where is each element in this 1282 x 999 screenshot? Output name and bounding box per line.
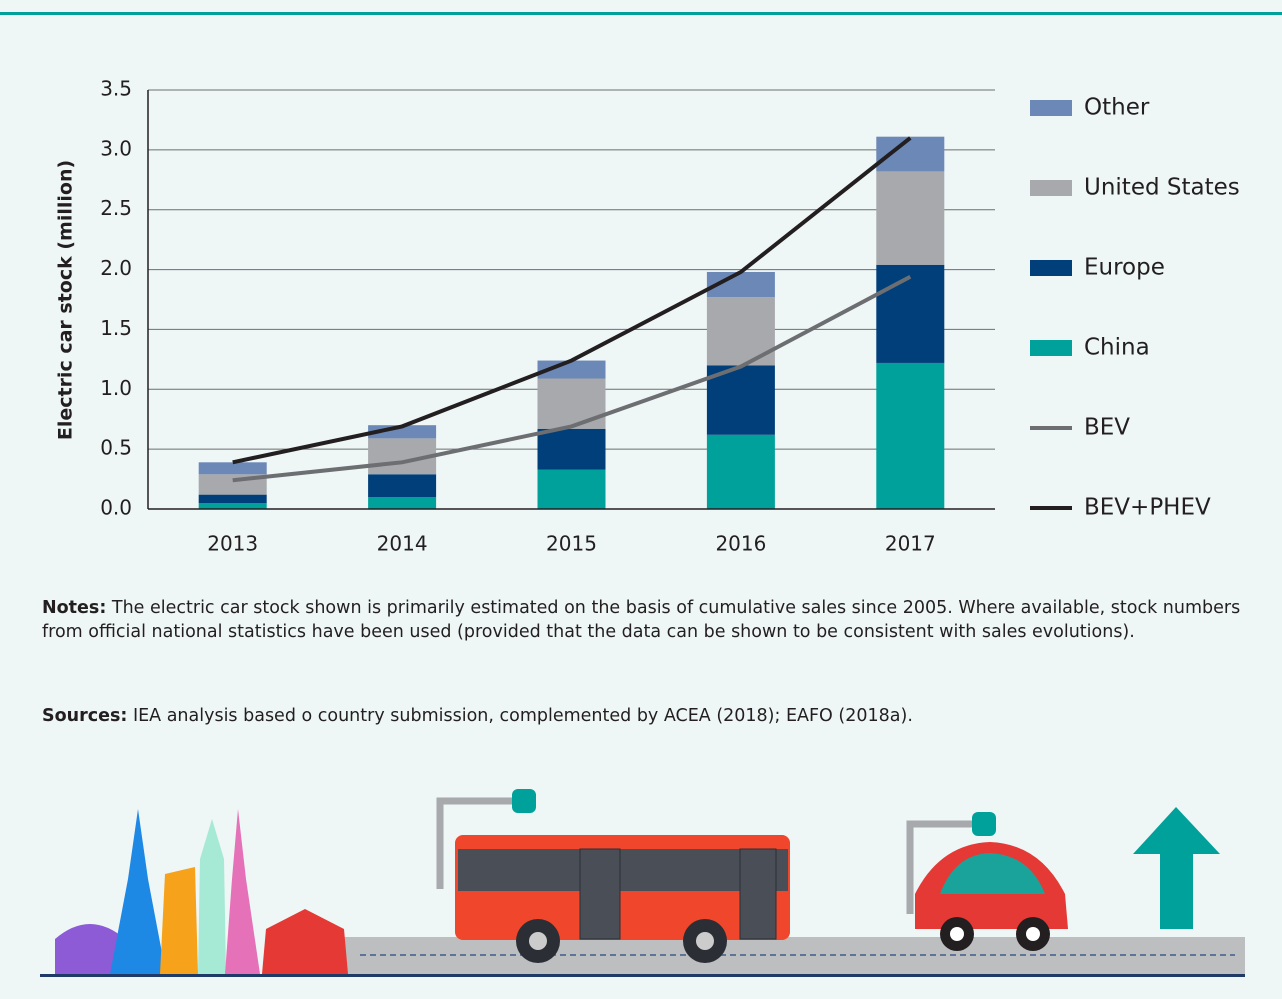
notes-label: Notes:	[42, 598, 107, 618]
illustration	[40, 789, 1245, 977]
y-tick-label: 1.5	[100, 316, 132, 340]
legend-swatch	[1030, 180, 1072, 196]
x-tick-label: 2013	[207, 532, 258, 556]
chart: Electric car stock (million) 0.0 0.5 1.0 1.…	[0, 12, 1282, 556]
bar-segment	[706, 365, 775, 435]
legend-label: United States	[1084, 175, 1240, 201]
y-tick-label: 3.5	[100, 77, 132, 101]
x-tick-label: 2014	[377, 532, 428, 556]
legend-label: Europe	[1084, 255, 1165, 281]
notes-text: The electric car stock shown is primaril…	[42, 598, 1241, 642]
y-tick-label: 0.0	[100, 496, 132, 520]
line	[232, 274, 912, 483]
line	[232, 136, 912, 465]
y-tick-label: 3.0	[100, 136, 132, 160]
top-rule	[0, 12, 1282, 15]
legend-label: Other	[1084, 95, 1150, 121]
y-tick-label: 2.5	[100, 196, 132, 220]
sources: Sources: IEA analysis based o country su…	[42, 704, 1267, 728]
legend-swatch	[1030, 340, 1072, 356]
bar-segment	[537, 469, 606, 509]
bar-segment	[537, 378, 606, 429]
legend-label: China	[1084, 335, 1150, 361]
y-tick-label: 1.0	[100, 376, 132, 400]
bar-segment	[706, 434, 775, 509]
legend-label: BEV	[1084, 415, 1130, 441]
legend-label: BEV+PHEV	[1084, 495, 1211, 521]
y-tick-label: 2.0	[100, 256, 132, 280]
bar-segment	[876, 136, 945, 172]
legend-swatch	[1030, 260, 1072, 276]
x-tick-label: 2016	[715, 532, 766, 556]
bar-segment	[876, 362, 945, 509]
notes: Notes: The electric car stock shown is p…	[42, 596, 1267, 644]
bar-segment	[537, 428, 606, 470]
x-tick-label: 2017	[885, 532, 936, 556]
y-tick-label: 0.5	[100, 436, 132, 460]
bar-segment	[368, 474, 437, 498]
bar-segment	[876, 171, 945, 265]
bar-segment	[876, 264, 945, 363]
bar-segment	[198, 503, 267, 509]
bar-segment	[198, 494, 267, 504]
legend-swatch	[1030, 100, 1072, 116]
y-axis-title: Electric car stock (million)	[55, 160, 77, 440]
bar-segment	[368, 497, 437, 509]
sources-text: IEA analysis based o country submission,…	[127, 706, 913, 726]
bar-segment	[198, 462, 267, 475]
sources-label: Sources:	[42, 706, 128, 726]
x-tick-label: 2015	[546, 532, 597, 556]
